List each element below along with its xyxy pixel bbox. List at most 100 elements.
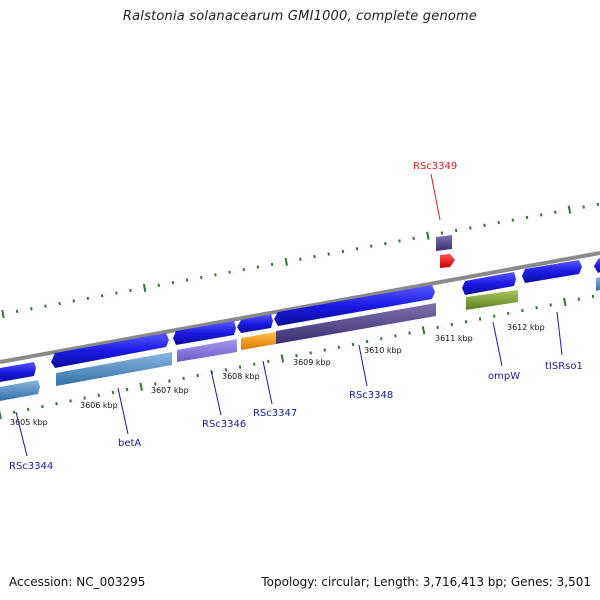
kbp-label: 3612 kbp — [507, 323, 545, 332]
tick-mark — [549, 303, 552, 307]
tick-mark — [115, 291, 118, 295]
tick-mark — [464, 320, 468, 324]
gene-labels: RSc3344 betA RSc3346 RSc3347 RSc3348 omp… — [9, 161, 583, 472]
tick-mark — [355, 247, 359, 251]
tick-mark — [577, 297, 581, 301]
gene-feature — [276, 303, 436, 344]
tick-mark — [313, 254, 316, 259]
tick-mark — [72, 299, 76, 303]
tick-mark — [284, 257, 288, 266]
genome-summary-text: Topology: circular; Length: 3,716,413 bp… — [261, 575, 591, 589]
tick-mark — [214, 273, 217, 277]
tick-mark — [256, 265, 260, 269]
tick-mark — [111, 390, 115, 395]
tick-mark — [511, 218, 515, 222]
tick-mark — [200, 275, 203, 280]
tick-mark — [12, 410, 16, 414]
gene-label-beta: betA — [118, 438, 141, 449]
gene-label-rsc3349: RSc3349 — [413, 161, 457, 172]
gene-feature — [462, 272, 516, 295]
gene-feature — [436, 235, 452, 251]
accession-text: Accession: NC_003295 — [9, 575, 146, 589]
gene-feature — [0, 380, 40, 401]
tick-mark — [171, 281, 175, 285]
tick-mark — [483, 223, 486, 227]
tick-mark — [238, 365, 242, 369]
inner-tick-track — [0, 294, 595, 420]
tick-mark — [26, 407, 30, 412]
gene-feature — [241, 332, 276, 350]
gene-label-rsc3347: RSc3347 — [253, 408, 297, 419]
tick-mark — [539, 213, 543, 217]
tick-mark — [299, 257, 302, 261]
tick-mark — [469, 226, 472, 230]
label-leaders — [15, 173, 563, 457]
secondary-strand-features — [0, 277, 600, 401]
tick-mark — [1, 309, 5, 319]
tick-mark — [44, 304, 47, 308]
gene-feature — [274, 285, 435, 326]
tick-mark — [15, 309, 19, 314]
gene-feature — [596, 277, 600, 291]
gene-feature — [177, 339, 237, 362]
tick-mark — [224, 368, 228, 372]
gene-label-rsc3344: RSc3344 — [9, 461, 53, 472]
kbp-label: 3609 kbp — [293, 358, 331, 367]
tick-mark — [421, 326, 426, 335]
tick-mark — [567, 205, 572, 214]
tick-mark — [196, 373, 199, 378]
map-title: Ralstonia solanacearum GMI1000, complete… — [122, 9, 478, 24]
tick-mark — [478, 317, 482, 321]
gene-label-tisrso1: tISRso1 — [545, 361, 583, 372]
tick-mark — [139, 382, 143, 391]
tick-mark — [252, 362, 256, 366]
gene-feature — [173, 321, 236, 345]
kbp-label: 3610 kbp — [364, 346, 402, 355]
gene-feature — [56, 352, 172, 386]
tick-mark — [436, 325, 439, 330]
tick-mark — [525, 215, 529, 220]
gene-label-rsc3346: RSc3346 — [202, 419, 246, 430]
tick-mark — [41, 404, 44, 409]
sequence-backbone — [0, 251, 600, 364]
tick-mark — [341, 249, 345, 254]
gene-feature — [0, 362, 36, 382]
tick-mark — [185, 278, 189, 282]
tick-mark — [86, 296, 90, 300]
kbp-label: 3611 kbp — [435, 334, 473, 343]
tick-mark — [182, 376, 185, 380]
tick-mark — [384, 241, 387, 246]
tick-mark — [563, 297, 567, 307]
tick-mark — [554, 210, 557, 214]
tick-mark — [450, 323, 454, 327]
tick-mark — [521, 308, 524, 313]
tick-mark — [408, 331, 411, 335]
tick-mark — [270, 262, 274, 267]
tick-mark — [591, 294, 595, 299]
tick-mark — [242, 268, 245, 272]
tick-mark — [440, 231, 444, 235]
gene-feature — [466, 290, 518, 310]
tick-mark — [365, 339, 369, 344]
tick-mark — [497, 221, 500, 225]
tick-mark — [394, 334, 397, 338]
tick-mark — [154, 382, 157, 386]
tick-mark — [228, 270, 231, 274]
tick-mark — [280, 354, 285, 363]
gene-feature — [594, 258, 600, 273]
outer-tick-track — [1, 202, 600, 319]
tick-mark — [30, 307, 33, 311]
tick-mark — [83, 396, 86, 400]
tick-mark — [454, 228, 458, 233]
kbp-label: 3605 kbp — [10, 418, 48, 427]
tick-mark — [58, 301, 61, 306]
gene-label-rsc3348: RSc3348 — [349, 390, 393, 401]
tick-mark — [97, 393, 101, 397]
tick-mark — [323, 348, 327, 352]
tick-mark — [100, 294, 104, 298]
tick-mark — [535, 306, 538, 310]
tick-mark — [327, 252, 330, 256]
gene-label-ompw: ompW — [488, 371, 520, 382]
tick-mark — [412, 236, 415, 241]
